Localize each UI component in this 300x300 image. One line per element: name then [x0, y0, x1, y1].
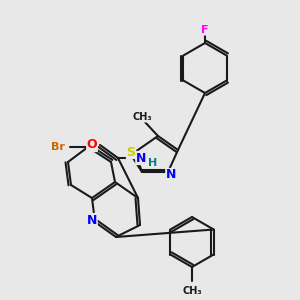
Text: CH₃: CH₃	[132, 112, 152, 122]
Text: N: N	[87, 214, 97, 226]
Text: H: H	[148, 158, 158, 168]
Text: N: N	[136, 152, 146, 164]
Text: Br: Br	[51, 142, 65, 152]
Text: CH₃: CH₃	[182, 286, 202, 296]
Text: S: S	[127, 146, 136, 158]
Text: O: O	[87, 139, 97, 152]
Text: N: N	[166, 169, 176, 182]
Text: F: F	[201, 25, 209, 35]
